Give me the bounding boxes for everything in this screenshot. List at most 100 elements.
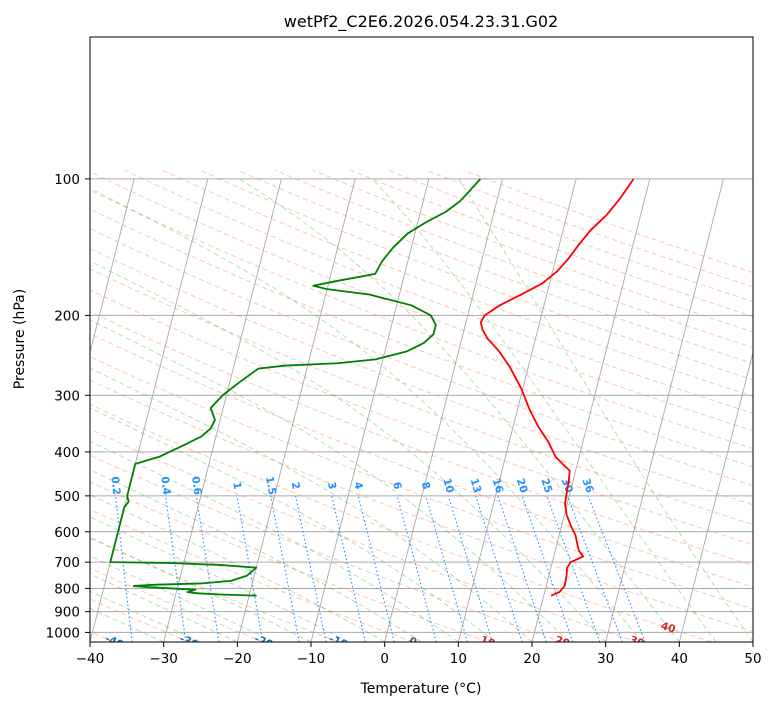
- isotherm-line: [163, 178, 282, 642]
- y-tick-label: 600: [54, 525, 80, 541]
- mixing-ratio-line: [115, 495, 133, 642]
- isotherm-line: [90, 178, 135, 355]
- isotherm-line: [310, 178, 430, 642]
- y-tick-label: 200: [54, 308, 80, 324]
- dry-adiabat-line: [90, 379, 753, 633]
- moist-adiabat-line: [90, 319, 570, 642]
- mixing-ratio-line: [475, 495, 523, 642]
- mixing-ratio-label: 30: [559, 477, 575, 495]
- moist-adiabat-line: [90, 407, 496, 642]
- mixing-ratio-line: [396, 495, 437, 642]
- x-tick-label: −30: [149, 651, 178, 667]
- plot-frame: [89, 36, 754, 643]
- mixing-ratio-line: [164, 495, 187, 642]
- moist-adiabat-line: [90, 573, 238, 642]
- moist-adiabat-line: [90, 607, 164, 642]
- mixing-ratio-line: [195, 495, 220, 642]
- dry-adiabat-line: [312, 169, 753, 333]
- x-tick-label: 50: [744, 651, 761, 667]
- dry-adiabat-line: [90, 171, 753, 432]
- dry-adiabat-line: [90, 189, 753, 450]
- mixing-ratio-label: 0.2: [109, 476, 123, 496]
- dry-adiabat-line: [90, 454, 563, 642]
- y-tick-label: 800: [54, 581, 80, 597]
- dry-adiabat-label: -10: [327, 633, 349, 651]
- moist-adiabat-lines: [90, 178, 753, 642]
- isotherm-line: [384, 178, 503, 642]
- mixing-ratio-line: [447, 495, 493, 642]
- x-tick-label: −20: [223, 651, 252, 667]
- dry-adiabat-label: -40: [103, 633, 125, 652]
- moist-adiabat-line: [90, 516, 349, 642]
- dry-adiabat-line: [90, 509, 414, 642]
- moist-adiabat-line: [371, 178, 717, 642]
- y-axis-label: Pressure (hPa): [12, 289, 28, 389]
- dry-adiabat-label: 30: [628, 634, 646, 650]
- y-tick-label: 700: [54, 555, 80, 571]
- mixing-ratio-lines: [115, 495, 646, 642]
- isotherm-line: [90, 178, 209, 642]
- mixing-ratio-line: [357, 495, 395, 642]
- y-tick-label: 400: [54, 445, 80, 461]
- moist-adiabat-line: [90, 469, 422, 642]
- dry-adiabat-label: 20: [553, 634, 571, 650]
- moist-adiabat-line: [90, 187, 643, 642]
- y-tick-label: 300: [54, 388, 80, 404]
- isotherm-line: [678, 350, 753, 642]
- moist-adiabat-line: [90, 260, 607, 642]
- dry-adiabat-label: 0: [407, 635, 418, 649]
- x-axis-label: Temperature (°C): [360, 681, 482, 697]
- plot-area: 0.10.20.40.611.52346810131620253036-100-…: [90, 169, 753, 652]
- chart-title: wetPf2_C2E6.2026.054.23.31.G02: [284, 12, 558, 32]
- dry-adiabat-line: [425, 169, 753, 288]
- mixing-ratio-line: [497, 495, 547, 642]
- mixing-ratio-line: [425, 495, 469, 642]
- y-axis-ticks: 100 200 300 400 500 600 700 800 900 1000: [46, 172, 90, 641]
- x-tick-label: 0: [380, 651, 389, 667]
- dry-adiabat-line: [161, 169, 753, 397]
- dry-adiabat-line: [387, 169, 753, 303]
- isotherm-line: [236, 178, 356, 642]
- mixing-ratio-line: [521, 495, 574, 642]
- mixing-ratio-label: 0.6: [189, 476, 203, 496]
- mixing-ratio-label: 1: [230, 481, 243, 490]
- dry-adiabat-line: [199, 169, 753, 381]
- isotherm-line: [531, 178, 651, 642]
- mixing-ratio-line: [270, 495, 300, 642]
- mixing-ratio-label: 1.5: [263, 475, 278, 495]
- dry-adiabat-label: -20: [252, 633, 274, 651]
- dry-adiabat-line: [90, 228, 753, 487]
- x-axis-ticks: −40 −30 −20 −10 0 10 20 30 40 50: [76, 642, 762, 667]
- mixing-ratio-label: 0.4: [158, 476, 172, 496]
- mixing-ratio-line: [294, 495, 327, 642]
- reference-line-labels: 0.10.20.40.611.52346810131620253036-100-…: [103, 475, 677, 652]
- moist-adiabat-line: [90, 590, 201, 642]
- dewpoint-profile-line: [109, 178, 482, 597]
- mixing-ratio-label: 3: [325, 481, 338, 491]
- mixing-ratio-label: 4: [351, 481, 364, 491]
- dry-adiabat-line: [90, 481, 488, 642]
- mixing-ratio-label: 36: [579, 477, 595, 495]
- mixing-ratio-line: [331, 495, 366, 642]
- mixing-ratio-label: 16: [490, 477, 506, 494]
- mixing-ratio-label: 8: [419, 481, 432, 491]
- x-tick-label: −10: [297, 651, 326, 667]
- y-tick-label: 100: [54, 172, 80, 188]
- x-tick-label: −40: [76, 651, 105, 667]
- profile-series: [109, 178, 635, 597]
- temperature-profile-line: [479, 178, 635, 597]
- mixing-ratio-label: 2: [289, 481, 302, 490]
- dry-adiabat-line: [90, 311, 753, 567]
- y-tick-label: 1000: [46, 625, 80, 641]
- mixing-ratio-label: 6: [390, 481, 403, 491]
- x-tick-label: 10: [450, 651, 467, 667]
- moist-adiabat-line: [90, 440, 459, 642]
- x-tick-label: 20: [523, 651, 540, 667]
- dry-adiabat-label: -30: [178, 633, 200, 651]
- dry-adiabat-line: [90, 333, 753, 588]
- isotherm-line: [457, 178, 577, 642]
- x-tick-label: 30: [597, 651, 614, 667]
- mixing-ratio-label: 20: [514, 477, 530, 495]
